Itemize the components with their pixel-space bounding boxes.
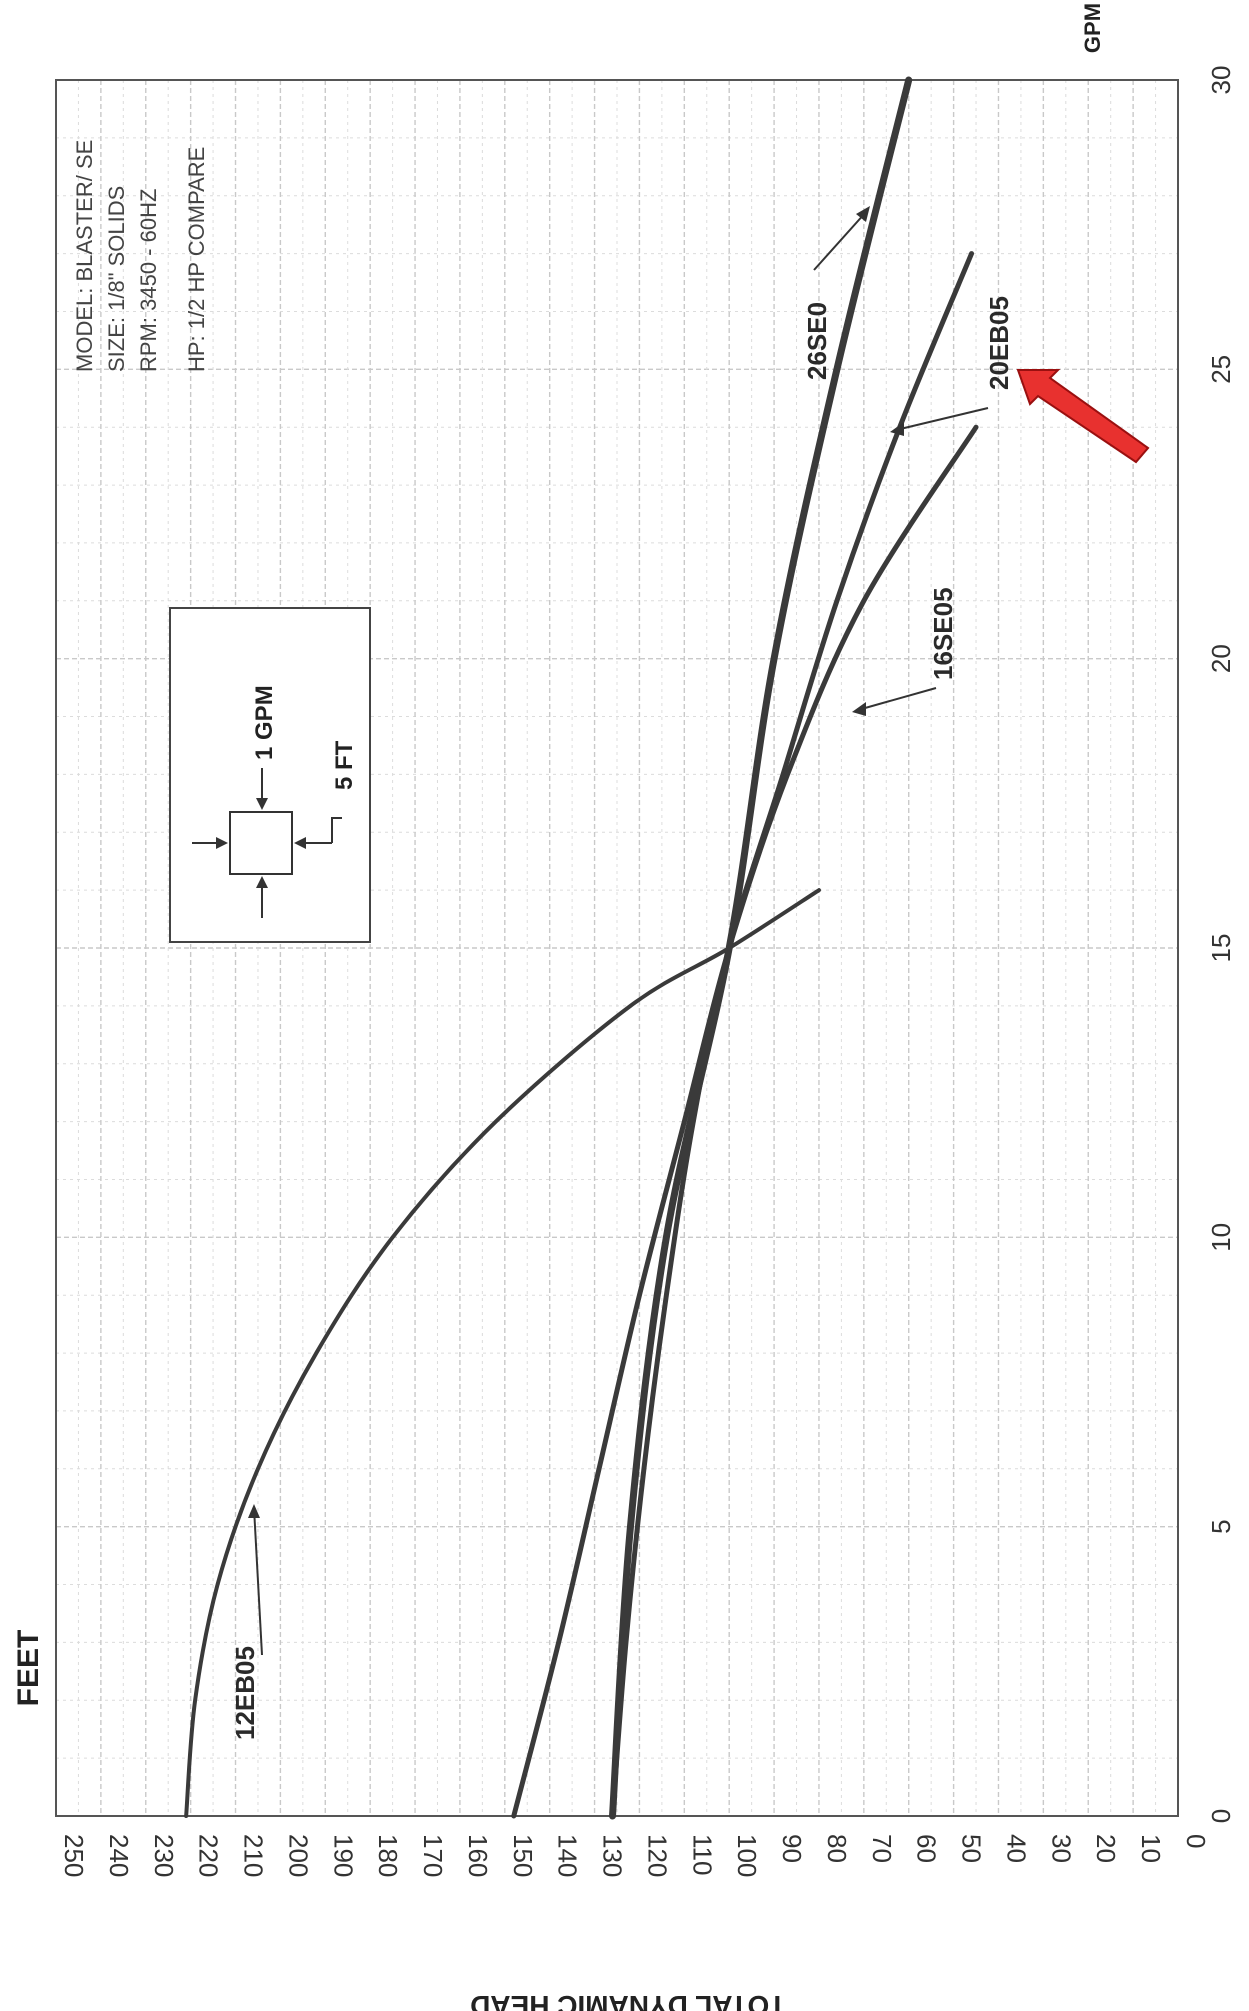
y-tick-label: 190: [328, 1834, 358, 1877]
y-tick-label: 60: [912, 1834, 942, 1863]
y-tick-label: 90: [777, 1834, 807, 1863]
pointer-head-16SE05: [852, 702, 866, 716]
label-20EB05: 20EB05: [984, 296, 1014, 390]
scale-legend: 1 GPM 5 FT: [169, 607, 371, 943]
y-tick-label: 160: [463, 1834, 493, 1877]
highlight-arrow: [1016, 369, 1150, 464]
legend-arrowhead-right: [294, 837, 306, 849]
pointer-26SE0: [813, 211, 867, 271]
y-tick-label: 130: [598, 1834, 628, 1877]
y-tick-label: 180: [373, 1834, 403, 1877]
scale-legend-square: [229, 811, 293, 875]
y-tick-label: 230: [149, 1834, 179, 1877]
curves: [184, 76, 979, 1820]
info-line-size: SIZE: 1/8" SOLIDS: [104, 186, 129, 372]
pointer-16SE05: [857, 687, 937, 711]
x-axis-title: GPM: [1080, 3, 1105, 53]
y-tick-label: 210: [239, 1834, 269, 1877]
y-tick-label: 50: [957, 1834, 987, 1863]
y-unit-label: FEET: [12, 1630, 45, 1707]
x-tick-label: 25: [1206, 355, 1236, 384]
scale-legend-frame: [169, 607, 371, 943]
y-tick-label: 250: [59, 1834, 89, 1877]
y-axis-title: TOTAL DYNAMIC HEAD: [470, 1990, 786, 2011]
info-line-hp: HP: 1/2 HP COMPARE: [184, 147, 209, 372]
legend-flow-label: 1 GPM: [251, 685, 278, 760]
pointer-head-20EB05: [890, 422, 904, 436]
y-tick-label: 70: [867, 1834, 897, 1863]
pointer-head-12EB05: [248, 1504, 260, 1518]
legend-arrowhead-bottom: [256, 876, 268, 888]
y-tick-label: 40: [1001, 1834, 1031, 1863]
pointer-head-26SE0: [856, 206, 870, 222]
y-tick-label: 170: [418, 1834, 448, 1877]
pointer-12EB05: [253, 1507, 263, 1656]
x-tick-label: 30: [1206, 66, 1236, 95]
x-tick-label: 15: [1206, 934, 1236, 963]
series-labels: 12EB05 16SE05 20EB05 26SE0: [230, 206, 1014, 1740]
label-26SE0: 26SE0: [802, 302, 832, 380]
y-tick-label: 10: [1136, 1834, 1166, 1863]
y-tick-label: 140: [553, 1834, 583, 1877]
x-tick-label: 10: [1206, 1223, 1236, 1252]
x-tick-label: 0: [1206, 1809, 1236, 1823]
x-tick-label: 20: [1206, 644, 1236, 673]
y-tick-label: 150: [508, 1834, 538, 1877]
label-16SE05: 16SE05: [928, 587, 958, 680]
legend-arrowhead-top: [256, 798, 268, 810]
y-tick-label: 0: [1181, 1834, 1211, 1848]
red-arrow-icon: [1016, 369, 1150, 464]
series-curve-12EB05: [184, 888, 821, 1818]
y-tick-label: 100: [732, 1834, 762, 1877]
y-axis-ticks: 0 10 20 30 40 50 60 70 80 90 100 110 120 130 140 150 160…: [59, 1834, 1211, 1877]
series-curve-16SE05: [511, 424, 979, 1819]
y-tick-label: 30: [1046, 1834, 1076, 1863]
legend-bracket: [331, 817, 342, 843]
y-tick-label: 220: [194, 1834, 224, 1877]
legend-arrowhead-left: [216, 837, 228, 849]
series-curve-26SE0: [609, 76, 913, 1820]
y-tick-label: 110: [687, 1834, 717, 1875]
y-tick-label: 240: [104, 1834, 134, 1877]
y-tick-label: 200: [283, 1834, 313, 1877]
x-axis-ticks: 0 5 10 15 20 25 30: [1206, 66, 1236, 1824]
info-line-rpm: RPM: 3450 - 60HZ: [136, 189, 161, 372]
y-tick-label: 20: [1091, 1834, 1121, 1863]
y-tick-label: 120: [642, 1834, 672, 1877]
label-12EB05: 12EB05: [230, 1646, 260, 1740]
pointer-20EB05: [895, 407, 989, 431]
plot-frame: [55, 79, 1179, 1817]
legend-head-label: 5 FT: [331, 740, 358, 790]
info-box: MODEL: BLASTER/ SE SIZE: 1/8" SOLIDS RPM…: [72, 140, 209, 372]
y-tick-label: 80: [822, 1834, 852, 1863]
info-line-model: MODEL: BLASTER/ SE: [72, 140, 97, 372]
x-tick-label: 5: [1206, 1519, 1236, 1533]
